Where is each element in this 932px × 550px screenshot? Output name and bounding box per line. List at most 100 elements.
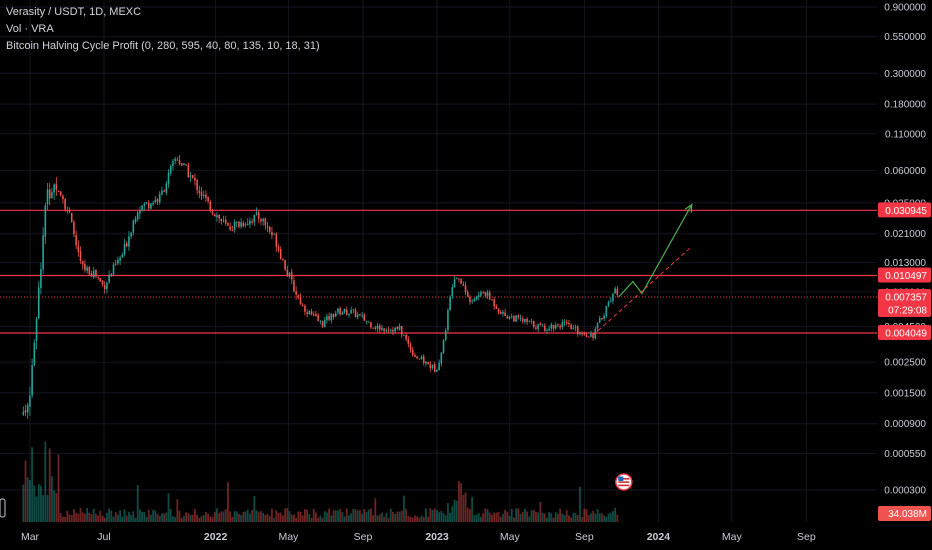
candle-body <box>565 322 568 324</box>
volume-bar <box>513 517 515 522</box>
volume-bar <box>240 515 243 522</box>
volume-bar <box>341 512 344 522</box>
candle-body <box>229 226 231 230</box>
candle-body <box>359 314 361 315</box>
volume-bar <box>521 511 524 522</box>
volume-bar <box>233 511 236 522</box>
projection-path[interactable] <box>618 204 693 298</box>
volume-bar <box>535 511 537 522</box>
horizontal-levels <box>0 209 877 334</box>
candle-body <box>403 335 405 337</box>
candle-body <box>156 199 159 202</box>
volume-bar <box>453 499 456 522</box>
volume-bar <box>70 514 73 522</box>
volume-bar <box>367 509 370 522</box>
candle-body <box>180 163 183 166</box>
candle-body <box>114 263 117 265</box>
volume-bar <box>53 490 56 522</box>
candle-body <box>112 264 115 275</box>
volume-bar <box>497 511 500 522</box>
volume-bar <box>95 513 97 522</box>
volume-bar <box>121 516 124 522</box>
candle-body <box>24 410 27 413</box>
candle-body <box>211 211 214 214</box>
time-tick-label: May <box>278 531 299 543</box>
candle-body <box>231 230 234 232</box>
halving-indicator-title[interactable]: Bitcoin Halving Cycle Profit (0, 280, 59… <box>6 40 320 52</box>
volume-bar <box>526 511 529 522</box>
volume-bar <box>68 514 71 522</box>
volume-bar <box>383 516 386 522</box>
volume-bar <box>436 510 438 522</box>
time-tick-label: Jul <box>97 531 110 543</box>
volume-bar <box>304 509 306 522</box>
candle-body <box>596 323 599 329</box>
candle-body <box>251 221 253 223</box>
candle-body <box>79 251 82 261</box>
current-price-text: 0.007357 <box>885 292 927 303</box>
volume-bar <box>306 509 309 522</box>
volume-bar <box>141 511 144 522</box>
candle-body <box>139 210 141 214</box>
candle-body <box>282 259 284 261</box>
volume-bar <box>308 513 311 522</box>
volume-bar <box>297 511 300 522</box>
candle-body <box>284 260 286 270</box>
price-tick-label: 0.013000 <box>884 258 926 269</box>
trend-line[interactable] <box>592 246 693 336</box>
volume-bar <box>579 486 581 522</box>
axis-marks: 0.030945 0.010497 0.004049 0.007357 07:29:08… <box>0 202 931 521</box>
volume-bar <box>394 513 397 522</box>
candle-body <box>136 212 139 220</box>
volume-bar <box>218 512 221 522</box>
volume-bar <box>405 508 408 522</box>
volume-bar <box>614 507 617 522</box>
volume-bar <box>477 512 480 522</box>
pane-collapse-handle[interactable] <box>0 498 6 518</box>
volume-bar <box>242 512 245 522</box>
volume-bar <box>590 513 592 522</box>
level-price-text: 0.030945 <box>885 206 927 217</box>
time-tick-label: Sep <box>575 531 594 543</box>
candle-body <box>202 195 205 196</box>
candle-body <box>200 192 203 196</box>
price-tick-label: 0.110000 <box>885 129 926 140</box>
volume-bar <box>211 516 214 522</box>
volume-bar <box>332 510 335 522</box>
level-price-text: 0.010497 <box>885 271 927 282</box>
volume-bar <box>143 512 146 522</box>
candle-body <box>264 218 267 226</box>
candle-body <box>143 203 146 206</box>
volume-indicator-title[interactable]: Vol · VRA <box>6 23 54 35</box>
volume-bar <box>488 512 491 522</box>
volume-bar <box>385 512 388 522</box>
us-flag-icon[interactable] <box>615 473 633 491</box>
volume-bar <box>176 499 179 522</box>
volume-bar <box>475 514 478 522</box>
candle-body <box>477 295 480 298</box>
volume-bar <box>220 511 223 522</box>
candle-body <box>332 314 335 318</box>
symbol-title[interactable]: Verasity / USDT, 1D, MEXC <box>6 6 142 18</box>
volume-bar <box>88 512 91 522</box>
volume-bar <box>26 477 29 522</box>
candle-body <box>213 214 216 217</box>
candle-body <box>372 327 374 329</box>
volume-bar <box>229 511 232 522</box>
time-axis[interactable]: Mar Jul 2022 May Sep 2023 May Sep 2024 May Sep <box>0 522 877 550</box>
candle-body <box>158 193 161 203</box>
candle-body <box>473 299 476 302</box>
candle-body <box>447 310 449 331</box>
volume-bar <box>301 515 304 522</box>
candle-body <box>524 318 526 322</box>
candle-body <box>429 364 432 369</box>
volume-bar <box>495 512 498 522</box>
volume-bar <box>92 508 95 522</box>
candle-body <box>471 301 473 302</box>
candle-body <box>86 267 88 272</box>
volume-bar <box>167 493 170 522</box>
candle-body <box>568 322 570 325</box>
volume-bar <box>376 515 379 522</box>
candle-body <box>444 330 447 341</box>
